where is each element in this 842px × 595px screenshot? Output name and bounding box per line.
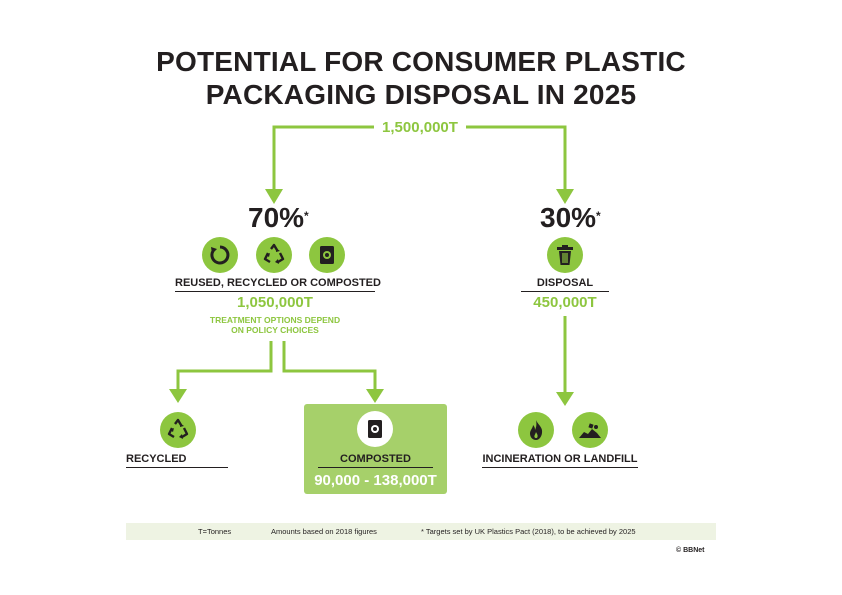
arrowhead-right <box>556 189 574 204</box>
right-percent-asterisk: * <box>596 209 601 223</box>
left-percent-value: 70% <box>248 202 305 233</box>
right-branch-label: DISPOSAL <box>521 277 609 292</box>
recycle-icon <box>256 237 292 273</box>
left-percent: 70%* <box>248 203 309 233</box>
footer-targets: * Targets set by UK Plastics Pact (2018)… <box>421 527 636 536</box>
total-amount: 1,500,000T <box>382 119 458 136</box>
composted-amount: 90,000 - 138,000T <box>314 472 437 489</box>
connector-total-right <box>466 125 567 192</box>
arrowhead-disposal <box>556 392 574 406</box>
treatment-note-line2: ON POLICY CHOICES <box>231 325 319 335</box>
incineration-landfill-label: INCINERATION OR LANDFILL <box>482 453 638 468</box>
reuse-icon <box>202 237 238 273</box>
compost-bin-icon <box>309 237 345 273</box>
recycle-icon <box>160 412 196 448</box>
treatment-note-line1: TREATMENT OPTIONS DEPEND <box>209 315 341 325</box>
left-branch-label: REUSED, RECYCLED OR COMPOSTED <box>175 277 381 292</box>
footer-bar: T=Tonnes Amounts based on 2018 figures *… <box>126 523 716 540</box>
fire-icon <box>518 412 554 448</box>
right-branch-amount: 450,000T <box>533 294 597 311</box>
connector-left-composted <box>282 341 377 392</box>
left-percent-asterisk: * <box>304 209 309 223</box>
connector-total-left <box>272 125 374 192</box>
arrowhead-recycled <box>169 389 187 403</box>
copyright: © BBNet <box>676 547 705 554</box>
arrowhead-composted <box>366 389 384 403</box>
footer-units: T=Tonnes <box>198 527 232 536</box>
right-percent-value: 30% <box>540 202 597 233</box>
landfill-icon <box>572 412 608 448</box>
page-title-line2: PACKAGING DISPOSAL IN 2025 <box>205 79 637 110</box>
right-percent: 30%* <box>540 203 601 233</box>
left-branch-amount: 1,050,000T <box>237 294 313 311</box>
trash-bin-icon <box>547 237 583 273</box>
compost-bin-icon <box>357 411 393 447</box>
composted-label: COMPOSTED <box>318 453 433 468</box>
page-title-line1: POTENTIAL FOR CONSUMER PLASTIC <box>156 46 686 77</box>
connector-left-recycled <box>176 341 273 392</box>
recycled-label: RECYCLED <box>126 453 228 468</box>
arrowhead-left <box>265 189 283 204</box>
treatment-note: TREATMENT OPTIONS DEPEND ON POLICY CHOIC… <box>175 315 375 335</box>
footer-basis: Amounts based on 2018 figures <box>271 527 377 536</box>
